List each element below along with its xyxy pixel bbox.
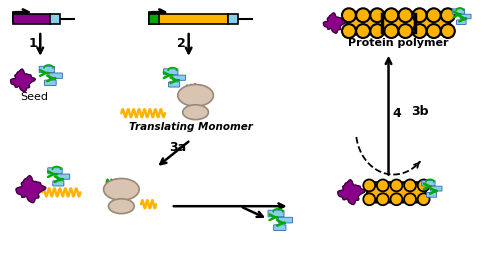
Text: 3b: 3b [412, 105, 429, 118]
FancyBboxPatch shape [430, 186, 442, 191]
Circle shape [398, 24, 412, 38]
FancyBboxPatch shape [426, 192, 436, 197]
Circle shape [398, 8, 412, 22]
Circle shape [390, 179, 402, 191]
Circle shape [384, 8, 398, 22]
Circle shape [384, 24, 398, 38]
FancyBboxPatch shape [456, 20, 466, 24]
Text: Seed: Seed [20, 92, 48, 102]
FancyBboxPatch shape [173, 75, 186, 80]
FancyBboxPatch shape [422, 181, 435, 186]
Polygon shape [10, 69, 35, 92]
Circle shape [364, 179, 375, 191]
Text: 2: 2 [177, 37, 186, 50]
Bar [50, 14, 60, 24]
Circle shape [377, 193, 389, 205]
Circle shape [364, 193, 375, 205]
Circle shape [418, 193, 430, 205]
Ellipse shape [178, 85, 214, 106]
Circle shape [356, 24, 370, 38]
FancyBboxPatch shape [164, 69, 178, 75]
FancyBboxPatch shape [347, 12, 450, 34]
Text: Protein polymer: Protein polymer [348, 38, 448, 48]
Circle shape [377, 179, 389, 191]
FancyBboxPatch shape [57, 174, 70, 179]
Circle shape [412, 24, 426, 38]
FancyBboxPatch shape [460, 14, 471, 19]
Circle shape [356, 8, 370, 22]
Circle shape [412, 8, 426, 22]
FancyBboxPatch shape [278, 217, 292, 223]
Polygon shape [324, 13, 345, 33]
FancyBboxPatch shape [274, 225, 286, 231]
Bar [228, 14, 238, 24]
FancyBboxPatch shape [49, 73, 62, 78]
Circle shape [370, 24, 384, 38]
Text: n: n [442, 6, 448, 16]
Text: 4: 4 [392, 107, 401, 120]
Text: 3a: 3a [169, 141, 186, 154]
Circle shape [418, 179, 430, 191]
Ellipse shape [182, 105, 208, 120]
Circle shape [404, 179, 416, 191]
Ellipse shape [104, 178, 139, 200]
Circle shape [404, 193, 416, 205]
Polygon shape [338, 180, 365, 205]
Circle shape [441, 24, 455, 38]
FancyBboxPatch shape [48, 168, 62, 174]
Text: 1: 1 [28, 37, 37, 50]
FancyBboxPatch shape [367, 182, 426, 202]
FancyBboxPatch shape [39, 66, 54, 73]
Bar [149, 14, 228, 24]
Ellipse shape [108, 199, 134, 214]
FancyBboxPatch shape [44, 80, 56, 85]
Circle shape [342, 24, 356, 38]
Bar [149, 14, 159, 24]
Circle shape [427, 24, 440, 38]
Circle shape [342, 8, 356, 22]
FancyBboxPatch shape [452, 9, 464, 14]
Text: Translating Monomer: Translating Monomer [128, 122, 252, 132]
Circle shape [441, 8, 455, 22]
FancyBboxPatch shape [168, 82, 179, 87]
Circle shape [370, 8, 384, 22]
Circle shape [390, 193, 402, 205]
FancyBboxPatch shape [268, 210, 284, 217]
Bar [12, 14, 50, 24]
Polygon shape [16, 176, 46, 203]
Circle shape [427, 8, 440, 22]
FancyBboxPatch shape [53, 181, 64, 186]
